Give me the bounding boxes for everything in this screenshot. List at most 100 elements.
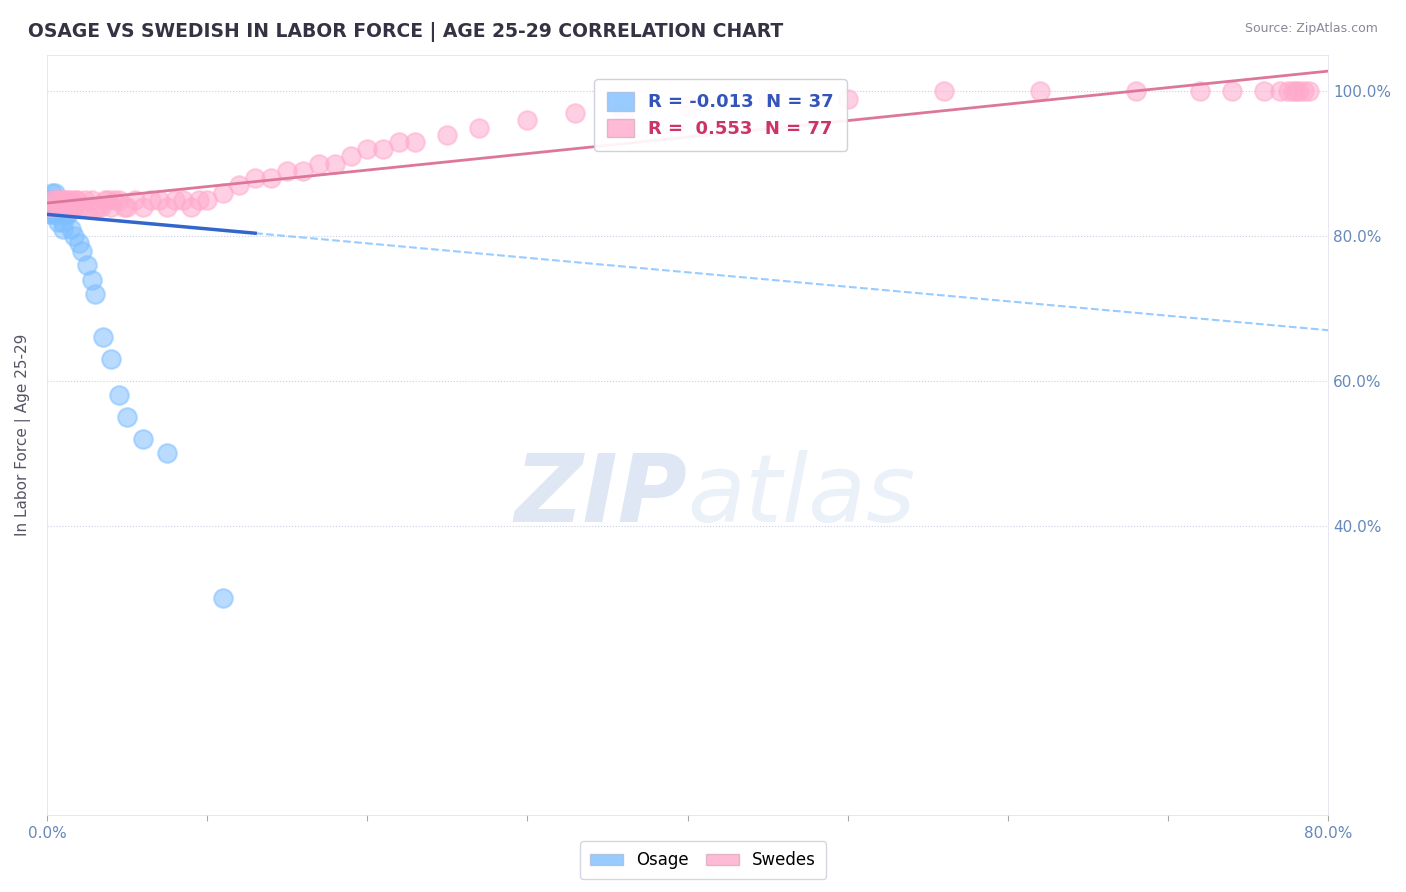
Text: Source: ZipAtlas.com: Source: ZipAtlas.com [1244, 22, 1378, 36]
Point [112, 200, 135, 214]
Point [62, 200, 84, 214]
Point [97, 193, 120, 207]
Point [228, 178, 250, 193]
Point [46, 200, 69, 214]
Point [87, 200, 110, 214]
Point [932, 84, 955, 98]
Text: OSAGE VS SWEDISH IN LABOR FORCE | AGE 25-29 CORRELATION CHART: OSAGE VS SWEDISH IN LABOR FORCE | AGE 25… [28, 22, 783, 42]
Point [46, 214, 69, 228]
Point [53, 193, 76, 207]
Point [468, 120, 491, 135]
Point [139, 193, 162, 207]
Point [70, 200, 93, 214]
Point [44, 186, 66, 200]
Point [51, 200, 73, 214]
Point [51, 200, 73, 214]
Point [260, 171, 283, 186]
Point [115, 200, 138, 214]
Point [65, 193, 87, 207]
Point [75, 193, 97, 207]
Point [55, 200, 77, 214]
Point [100, 352, 122, 367]
Point [676, 99, 699, 113]
Point [837, 92, 859, 106]
Point [90, 200, 112, 214]
Point [1189, 84, 1212, 98]
Point [59, 222, 82, 236]
Point [195, 193, 218, 207]
Point [404, 135, 426, 149]
Point [91, 330, 114, 344]
Point [51, 207, 73, 221]
Text: atlas: atlas [688, 450, 915, 541]
Point [156, 200, 179, 214]
Point [212, 591, 235, 605]
Point [156, 446, 179, 460]
Point [1029, 84, 1052, 98]
Point [148, 193, 170, 207]
Point [276, 164, 298, 178]
Point [49, 200, 72, 214]
Point [188, 193, 211, 207]
Point [67, 236, 90, 251]
Point [44, 207, 66, 221]
Point [292, 164, 315, 178]
Point [41, 186, 63, 200]
Point [44, 193, 66, 207]
Text: ZIP: ZIP [515, 450, 688, 542]
Point [76, 258, 98, 272]
Point [56, 193, 79, 207]
Point [124, 193, 146, 207]
Point [39, 200, 62, 214]
Point [132, 432, 155, 446]
Point [77, 200, 100, 214]
Point [1288, 84, 1310, 98]
Point [172, 193, 194, 207]
Point [45, 193, 67, 207]
Point [323, 157, 346, 171]
Point [388, 135, 411, 149]
Point [63, 200, 86, 214]
Point [93, 193, 115, 207]
Point [612, 106, 634, 120]
Point [80, 272, 103, 286]
Point [49, 207, 72, 221]
Legend: Osage, Swedes: Osage, Swedes [579, 841, 827, 880]
Point [84, 287, 107, 301]
Point [356, 142, 378, 156]
Point [39, 200, 62, 214]
Point [63, 229, 86, 244]
Point [132, 200, 155, 214]
Point [103, 193, 125, 207]
Point [100, 200, 122, 214]
Point [52, 214, 75, 228]
Point [308, 157, 330, 171]
Point [1298, 84, 1320, 98]
Point [1282, 84, 1305, 98]
Point [41, 200, 63, 214]
Point [44, 193, 66, 207]
Point [436, 128, 458, 142]
Point [84, 200, 107, 214]
Y-axis label: In Labor Force | Age 25-29: In Labor Force | Age 25-29 [15, 334, 31, 536]
Point [1253, 84, 1275, 98]
Point [80, 193, 103, 207]
Point [56, 207, 79, 221]
Point [52, 222, 75, 236]
Point [58, 200, 80, 214]
Point [53, 200, 76, 214]
Point [49, 193, 72, 207]
Point [1220, 84, 1243, 98]
Legend: R = -0.013  N = 37, R =  0.553  N = 77: R = -0.013 N = 37, R = 0.553 N = 77 [595, 79, 846, 151]
Point [52, 193, 75, 207]
Point [1277, 84, 1299, 98]
Point [516, 113, 538, 128]
Point [212, 186, 235, 200]
Point [165, 193, 187, 207]
Point [340, 149, 363, 163]
Point [42, 200, 65, 214]
Point [115, 410, 138, 425]
Point [108, 388, 131, 402]
Point [70, 244, 93, 258]
Point [55, 207, 77, 221]
